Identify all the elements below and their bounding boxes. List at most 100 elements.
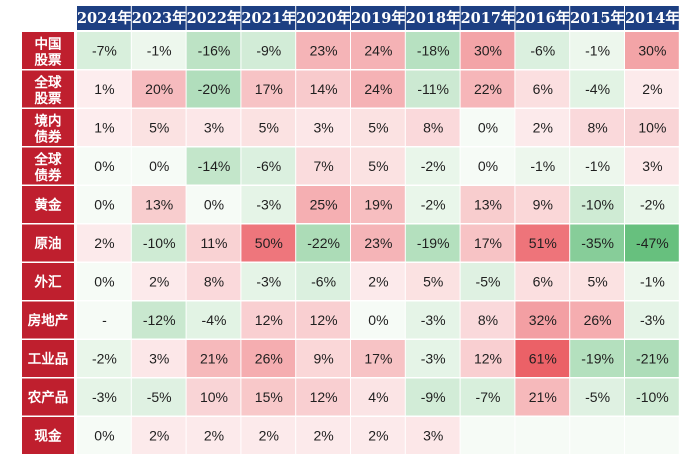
heatmap-cell	[296, 378, 350, 416]
heatmap-cell	[351, 147, 405, 185]
heatmap-cell	[351, 224, 405, 262]
heatmap-cell	[131, 70, 186, 108]
cell-value: 2%	[368, 273, 388, 289]
heatmap-cell	[405, 301, 460, 339]
heatmap-cell	[570, 147, 624, 185]
heatmap-cell	[405, 70, 460, 108]
cell-value: 24%	[364, 81, 392, 97]
cell-value: 0%	[149, 158, 169, 174]
cell-value: 50%	[255, 235, 283, 251]
cell-value: 0%	[94, 158, 114, 174]
row-label: 全球	[34, 151, 62, 168]
heatmap-cell	[77, 109, 131, 146]
cell-value: 6%	[533, 273, 553, 289]
heatmap-cell	[515, 32, 570, 69]
row-label: 债券	[35, 128, 62, 145]
cell-value: -7%	[92, 42, 117, 58]
heatmap-cell	[460, 147, 515, 185]
cell-value: -3%	[421, 350, 446, 366]
heatmap-cell	[625, 340, 679, 377]
heatmap-cell	[405, 186, 460, 223]
cell-value: 30%	[474, 42, 502, 58]
heatmap-cell	[77, 263, 131, 300]
cell-value: 2%	[368, 427, 388, 443]
cell-value: -21%	[636, 350, 669, 366]
heatmap-cell	[296, 147, 350, 185]
heatmap-cell	[296, 70, 350, 108]
column-header: 2024年	[77, 9, 132, 27]
heatmap-cell	[405, 340, 460, 377]
cell-value: -5%	[147, 389, 172, 405]
cell-value: -2%	[640, 196, 665, 212]
heatmap-cell	[625, 32, 679, 69]
heatmap-cell	[241, 378, 296, 416]
heatmap-cell	[460, 70, 515, 108]
heatmap-cell	[351, 186, 405, 223]
cell-value: -2%	[92, 350, 117, 366]
heatmap-cell	[296, 340, 350, 377]
row-label: 境内	[35, 112, 62, 129]
cell-value: -10%	[636, 389, 669, 405]
cell-value: -6%	[256, 158, 281, 174]
cell-value: 2%	[313, 427, 333, 443]
row-label: 农产品	[27, 389, 69, 406]
row-label-cell	[22, 224, 74, 262]
cell-value: -1%	[640, 273, 665, 289]
cell-value: -35%	[581, 235, 614, 251]
heatmap-cell	[296, 263, 350, 300]
heatmap-cell	[131, 224, 186, 262]
cell-value: -7%	[476, 389, 501, 405]
row-label-cell	[22, 109, 74, 146]
heatmap-cell	[351, 263, 405, 300]
heatmap-cell	[131, 186, 186, 223]
row-label: 房地产	[28, 312, 69, 329]
cell-value: 26%	[584, 312, 612, 328]
heatmap-cell	[351, 378, 405, 416]
cell-value: 32%	[529, 312, 557, 328]
heatmap-cell	[131, 32, 186, 69]
heatmap-cell	[186, 224, 241, 262]
heatmap-cell	[186, 32, 241, 69]
heatmap-cell	[296, 32, 350, 69]
row-label: 工业品	[28, 351, 69, 367]
heatmap-cell	[296, 417, 350, 454]
heatmap-cell	[570, 109, 624, 146]
heatmap-cell	[241, 263, 296, 300]
cell-value: 2%	[204, 427, 224, 443]
heatmap-cell	[186, 147, 241, 185]
heatmap-cell	[515, 340, 570, 377]
heatmap-cell	[625, 378, 679, 416]
heatmap-cell	[77, 147, 131, 185]
cell-value: 3%	[423, 427, 443, 443]
cell-value: 23%	[364, 235, 392, 251]
cell-value: 0%	[94, 427, 114, 443]
heatmap-cell	[241, 147, 296, 185]
cell-value: 9%	[533, 196, 553, 212]
heatmap-cell	[460, 263, 515, 300]
cell-value: 17%	[364, 350, 392, 366]
column-header: 2017年	[461, 9, 516, 27]
cell-value: 2%	[533, 119, 553, 135]
cell-value: -5%	[585, 389, 610, 405]
row-label-cell	[22, 263, 74, 300]
heatmap-cell	[131, 263, 186, 300]
row-label: 债券	[35, 167, 62, 184]
heatmap-cell	[515, 70, 570, 108]
cell-value: 3%	[642, 158, 662, 174]
heatmap-cell	[515, 263, 570, 300]
heatmap-cell	[241, 70, 296, 108]
heatmap-cell	[405, 147, 460, 185]
heatmap-cell	[77, 301, 131, 339]
heatmap-cell	[131, 109, 186, 146]
cell-value: 12%	[310, 312, 338, 328]
cell-value: 8%	[423, 119, 443, 135]
cell-value: 17%	[474, 235, 502, 251]
heatmap-cell	[405, 378, 460, 416]
cell-value: -14%	[198, 158, 231, 174]
header-cell	[460, 6, 515, 30]
heatmap-cell	[186, 263, 241, 300]
cell-value: -19%	[581, 350, 614, 366]
cell-value: 25%	[310, 196, 338, 212]
heatmap-cell	[131, 147, 186, 185]
